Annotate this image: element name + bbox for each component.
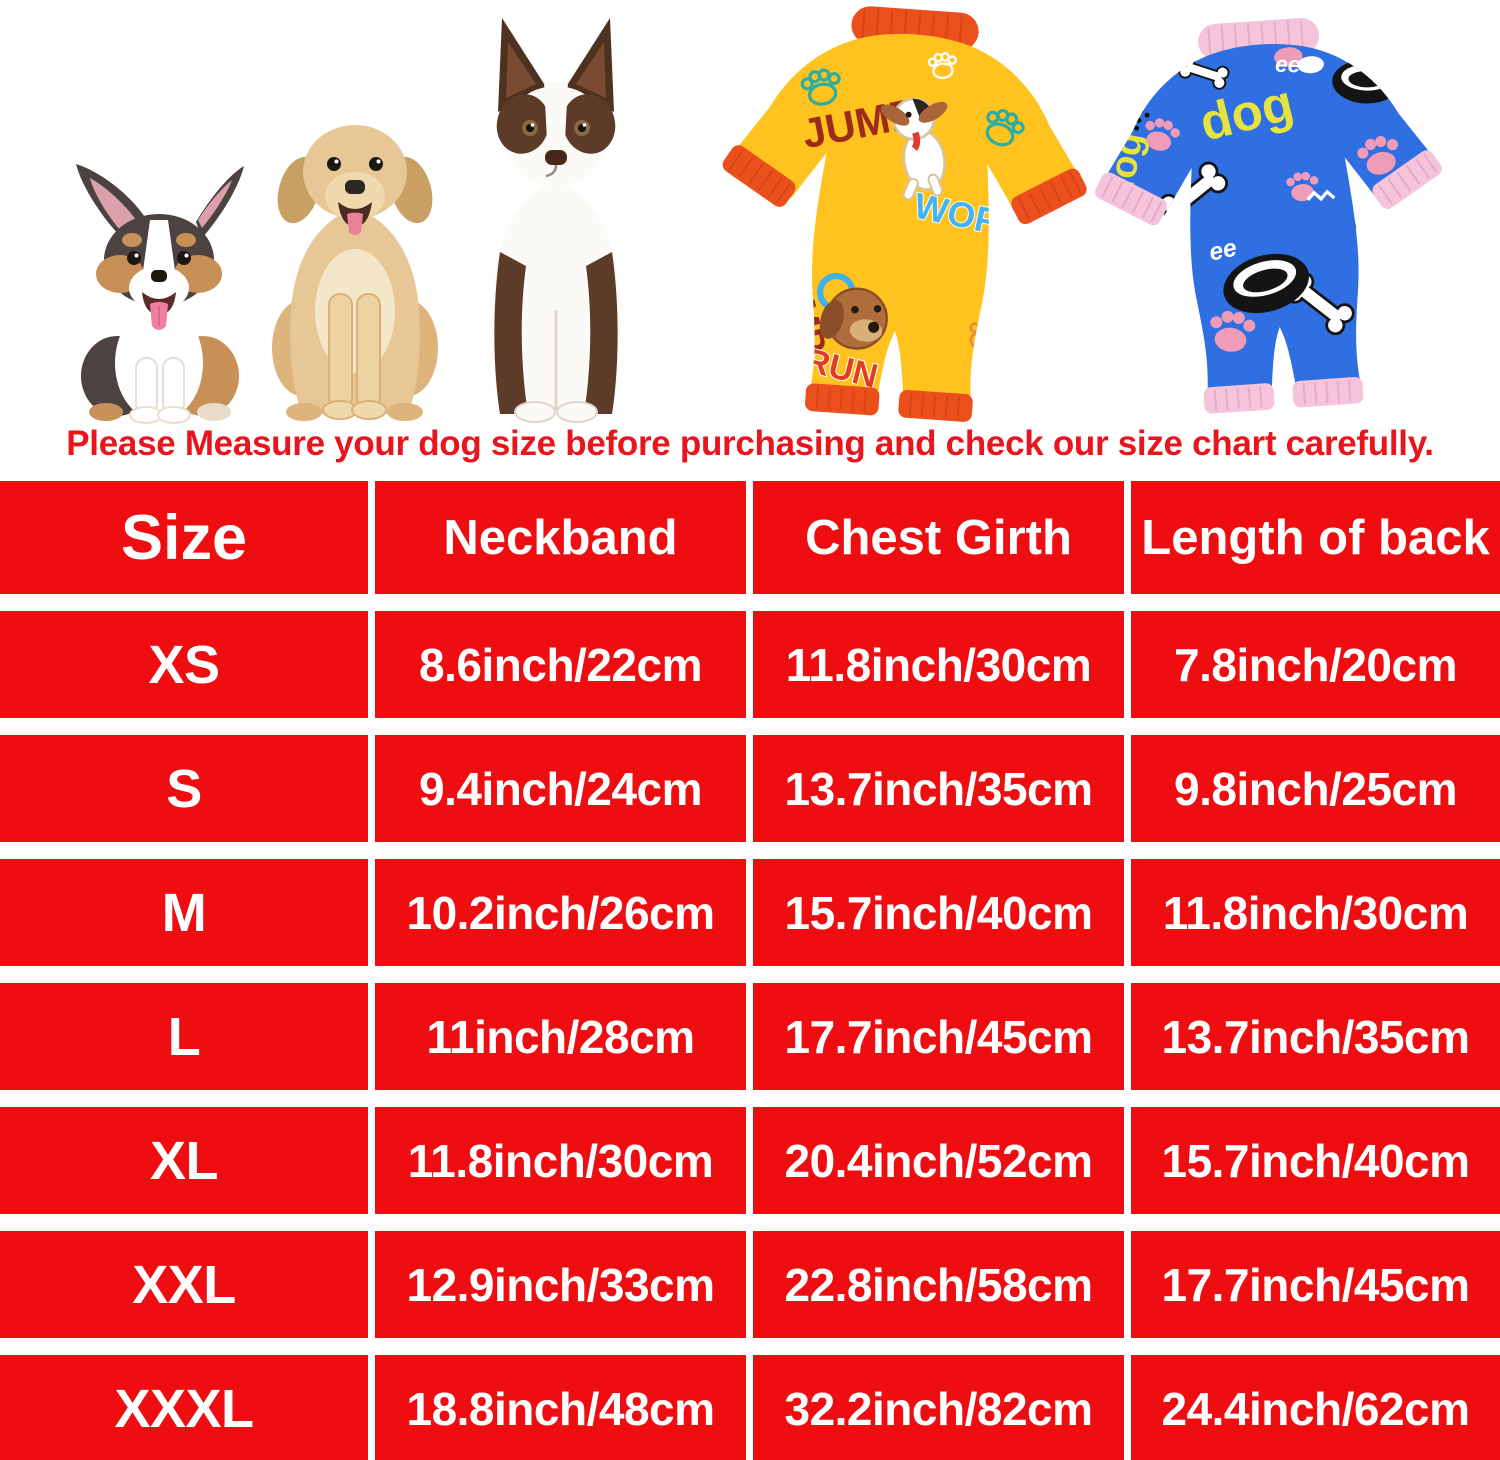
bone-icon	[1353, 207, 1418, 248]
col-header-length-of-back: Length of back	[1131, 481, 1500, 594]
cell-xl-neckband: 11.8inch/30cm	[375, 1107, 746, 1214]
cell-xxl-neckband: 12.9inch/33cm	[375, 1231, 746, 1338]
cell-xxl-length-of-back: 17.7inch/45cm	[1131, 1231, 1500, 1338]
cell-s-chest-girth: 13.7inch/35cm	[753, 735, 1124, 842]
cell-xxxl-chest-girth: 32.2inch/82cm	[753, 1355, 1124, 1460]
paw-icon	[1114, 217, 1167, 265]
squiggle-ee: ee	[1207, 234, 1240, 266]
corgi-body	[81, 305, 239, 424]
cell-l-size: L	[0, 983, 368, 1090]
blue-dog-pajama-photo: dog dog dog ee	[1095, 17, 1457, 414]
white-dog-cartoon	[880, 97, 948, 201]
cell-xxl-size: XXL	[0, 1231, 368, 1338]
cell-m-chest-girth: 15.7inch/40cm	[753, 859, 1124, 966]
cell-xs-size: XS	[0, 611, 368, 718]
bone-icon	[1121, 316, 1181, 352]
golden-head	[277, 125, 433, 235]
cell-m-length-of-back: 11.8inch/30cm	[1131, 859, 1500, 966]
cell-xxxl-size: XXXL	[0, 1355, 368, 1460]
cell-l-chest-girth: 17.7inch/45cm	[753, 983, 1124, 1090]
squiggle	[1361, 326, 1393, 345]
paw-icon	[756, 212, 796, 248]
cell-xs-length-of-back: 7.8inch/20cm	[1131, 611, 1500, 718]
col-header-chest-girth: Chest Girth	[753, 481, 1124, 594]
collie-body	[491, 180, 621, 423]
col-header-neckband: Neckband	[375, 481, 746, 594]
cell-xxl-chest-girth: 22.8inch/58cm	[753, 1231, 1124, 1338]
collie-head	[496, 18, 616, 186]
cell-s-length-of-back: 9.8inch/25cm	[1131, 735, 1500, 842]
cell-xl-size: XL	[0, 1107, 368, 1214]
yellow-dog-pajama-photo: JUMP JUMP RUN RUN WOF	[722, 6, 1087, 422]
border-collie-photo	[491, 18, 621, 423]
cell-xs-chest-girth: 11.8inch/30cm	[753, 611, 1124, 718]
cell-xxxl-neckband: 18.8inch/48cm	[375, 1355, 746, 1460]
cell-xs-neckband: 8.6inch/22cm	[375, 611, 746, 718]
measure-notice: Please Measure your dog size before purc…	[66, 424, 1434, 463]
cell-l-length-of-back: 13.7inch/35cm	[1131, 983, 1500, 1090]
golden-body	[272, 208, 438, 421]
cell-xl-length-of-back: 15.7inch/40cm	[1131, 1107, 1500, 1214]
golden-retriever-puppy-photo	[272, 125, 438, 421]
cell-xxxl-length-of-back: 24.4inch/62cm	[1131, 1355, 1500, 1460]
corgi-puppy-photo	[76, 164, 244, 424]
cell-m-neckband: 10.2inch/26cm	[375, 859, 746, 966]
paw-icon	[1409, 268, 1451, 306]
cell-m-size: M	[0, 859, 368, 966]
cell-l-neckband: 11inch/28cm	[375, 983, 746, 1090]
cell-s-neckband: 9.4inch/24cm	[375, 735, 746, 842]
cell-s-size: S	[0, 735, 368, 842]
corgi-head	[76, 164, 244, 330]
cell-xl-chest-girth: 20.4inch/52cm	[753, 1107, 1124, 1214]
squiggle-ee: ee	[1275, 51, 1302, 78]
yellow-pajama-cuffs	[722, 145, 1087, 422]
blue-pajama-cuffs	[1095, 150, 1442, 414]
dot-cluster	[1133, 284, 1194, 338]
brown-dog-cartoon	[816, 272, 888, 350]
print-word-dog: dog	[1381, 265, 1457, 354]
col-header-size: Size	[0, 481, 368, 594]
size-table: Size Neckband Chest Girth Length of back…	[0, 481, 1500, 1460]
